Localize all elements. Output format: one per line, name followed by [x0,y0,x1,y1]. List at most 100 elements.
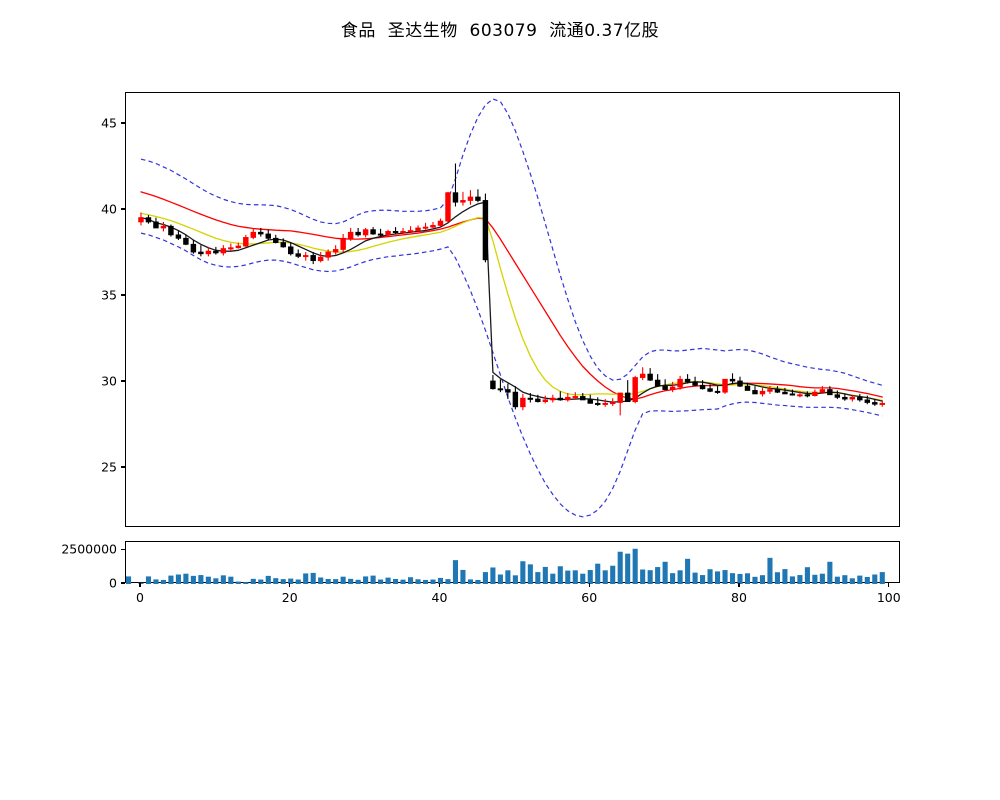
candlestick [362,227,369,238]
candlestick [872,399,878,406]
x-tick-0: 0 [135,590,144,605]
candlestick [175,230,182,241]
candlestick [669,381,676,393]
candlestick [475,189,481,203]
ma-mid-line [140,212,883,402]
candlestick [819,386,826,394]
candlestick [827,386,833,396]
candlestick [699,380,706,390]
price-y-tickmark [121,208,125,210]
candlestick [520,393,526,411]
candlestick [707,384,713,393]
x-tickmark [888,583,890,587]
candlestick [774,386,781,394]
candlestick [752,386,758,395]
candlestick [842,393,848,401]
candlestick [632,375,638,404]
price-y-tick-40: 40 [101,201,117,217]
x-tickmark [139,583,141,587]
candlestick [213,246,219,255]
candlestick [355,227,361,237]
candlestick [834,390,841,400]
candlestick [430,221,436,228]
candlestick [737,376,743,388]
candlestick [557,391,564,401]
candlestick [332,245,339,255]
x-tickmark [738,583,740,587]
candlestick [190,240,197,254]
candlestick [452,163,459,207]
candlestick [340,233,346,253]
candlestick [647,368,653,381]
price-y-tick-25: 25 [101,459,117,475]
volume-y-tick-2500000: 2500000 [61,541,117,557]
candlestick [317,252,324,263]
candlestick [624,380,631,403]
price-y-tick-45: 45 [101,115,117,131]
candlestick [505,383,511,400]
candlestick [849,394,856,402]
x-tickmark [438,583,441,587]
candlestick [138,212,144,226]
chart-title: 食品 圣达生物 603079 流通0.37亿股 [340,21,660,41]
candlestick [205,246,212,257]
candlestick [168,224,174,237]
candlestick [857,393,863,402]
candlestick [258,227,264,237]
candlestick [265,229,271,241]
band-upper-line [140,98,883,386]
candlestick [759,387,766,397]
price-y-tick-30: 30 [101,373,117,389]
candlestick [385,229,391,237]
price-plot-canvas [138,98,886,518]
x-tick-20: 20 [281,590,298,605]
price-candlestick-axes [125,92,900,527]
candlestick-series [138,163,886,416]
candlestick [572,392,578,400]
candlestick [160,221,167,232]
candlestick [310,252,316,265]
price-y-tickmark [121,122,125,124]
candlestick [767,386,773,394]
candlestick [497,379,504,393]
candlestick [220,245,227,256]
candlestick [595,397,601,406]
candlestick [654,374,661,388]
x-tick-60: 60 [581,590,598,605]
candlestick [183,234,189,246]
candlestick [250,228,257,240]
candlestick [482,193,489,263]
candlestick [729,373,736,385]
ma-short-line [140,201,883,403]
candlestick [235,242,242,249]
candlestick [744,382,751,391]
candlestick [243,234,249,247]
candlestick [460,191,466,206]
x-tick-80: 80 [731,590,747,605]
candlestick [609,398,616,406]
candlestick [602,399,608,407]
volume-y-tick-0: 0 [109,575,117,591]
candlestick [325,249,331,261]
candlestick [295,249,301,259]
candlestick [467,190,474,205]
volume-y-tickmark [121,582,125,584]
candlestick [153,217,159,229]
candlestick [527,393,534,403]
candlestick [145,215,152,224]
candlestick [228,243,234,252]
candlestick [542,395,549,404]
candlestick [490,374,496,390]
candlestick [535,394,541,403]
candlestick [714,386,721,394]
candlestick [407,226,414,234]
candlestick [639,367,646,381]
candlestick [864,395,871,405]
band-lower-line [140,232,883,518]
x-tickmark [289,583,291,587]
candlestick [437,218,444,228]
candlestick [692,376,698,387]
candlestick [684,374,691,384]
candlestick [617,392,623,416]
